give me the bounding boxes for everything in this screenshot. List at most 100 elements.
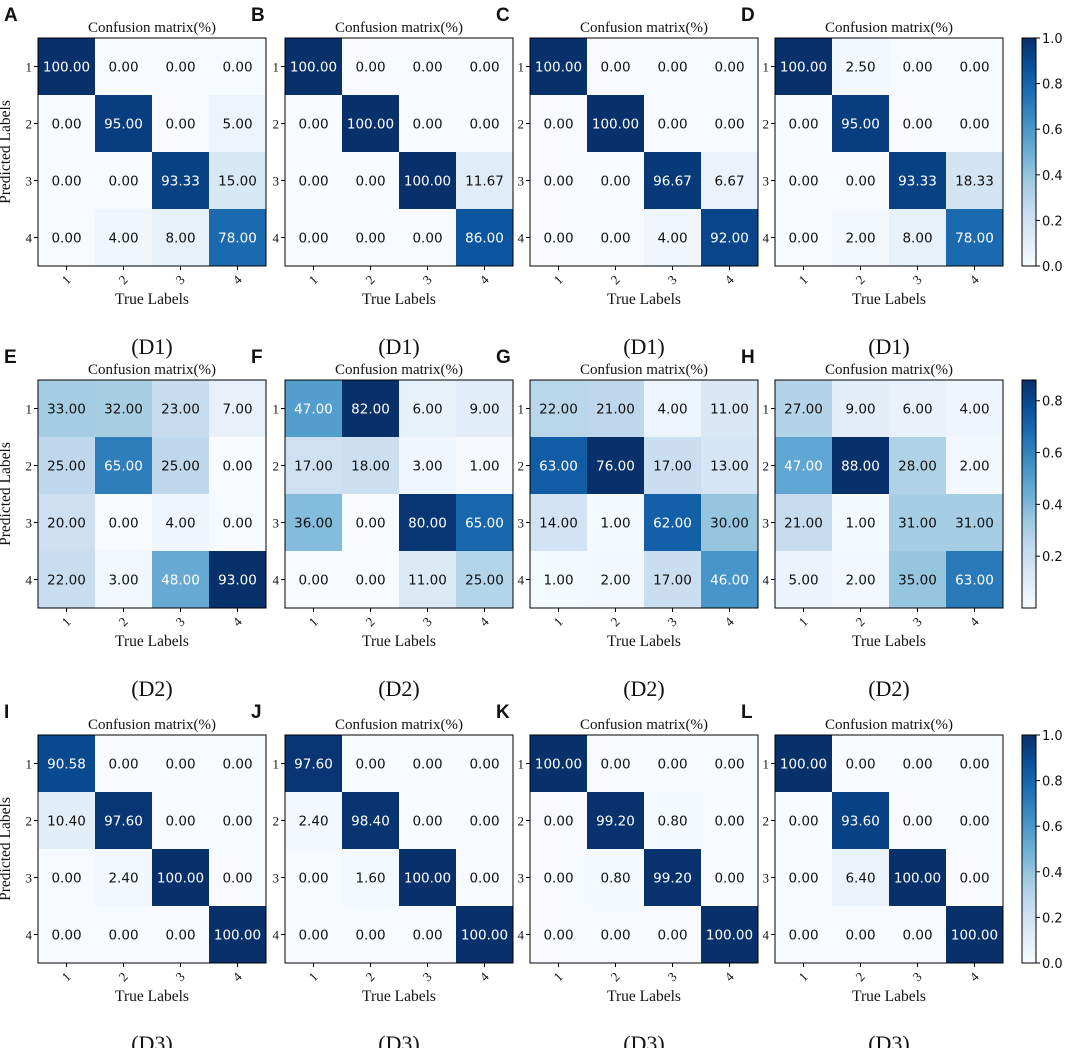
matrix-cell [946,551,1003,608]
cell-value-label: 17.00 [294,459,333,475]
cell-value-label: 0.00 [222,516,252,532]
matrix-cell [889,551,946,608]
matrix-cell [38,380,95,437]
cell-value-label: 0.00 [845,928,875,944]
colorbar-tick-label: 0.2 [1042,214,1063,229]
matrix-cell [399,380,456,437]
matrix-cell [832,849,889,906]
matrix-cell [38,906,95,963]
x-tick-label: 2 [608,969,623,984]
x-axis-label: True Labels [852,988,926,1005]
colorbar-tick-label: 0.6 [1042,820,1063,835]
y-tick-label: 1 [26,60,33,75]
y-tick-label: 1 [518,402,525,417]
x-tick-label: 4 [230,272,246,288]
matrix-cell [644,849,701,906]
matrix-cell [342,551,399,608]
cell-value-label: 0.00 [469,117,499,133]
matrix-cell [530,735,587,792]
y-tick-label: 1 [763,757,770,772]
cell-value-label: 31.00 [898,516,937,532]
matrix-cell [701,494,758,551]
matrix-cell [889,792,946,849]
panels-layer: A Confusion matrix(%) 100.00 0.00 0.00 0.00 0.… [0,5,1063,1048]
matrix-title: Confusion matrix(%) [580,717,708,733]
cell-value-label: 0.00 [355,60,385,76]
matrix-cell [775,38,832,95]
cell-value-label: 0.00 [222,459,252,475]
cell-value-label: 0.00 [714,117,744,133]
cell-value-label: 25.00 [47,459,86,475]
cell-value-label: 93.00 [218,573,257,589]
y-tick-label: 4 [763,928,770,943]
cell-value-label: 4.00 [657,402,687,418]
matrix-cell [530,494,587,551]
panel-letter-k: K [496,702,510,723]
cell-value-label: 100.00 [404,871,451,887]
cell-value-label: 0.00 [355,516,385,532]
cell-value-label: 0.00 [51,871,81,887]
y-tick-label: 3 [273,871,280,886]
cell-value-label: 0.00 [108,928,138,944]
cell-value-label: 0.00 [600,174,630,190]
matrix-cell [530,38,587,95]
x-tick-label: 4 [477,969,493,985]
cell-value-label: 33.00 [47,402,86,418]
cell-value-label: 100.00 [706,928,753,944]
y-axis-label: Predicted Labels [0,442,14,546]
panel-letter-c: C [496,5,510,26]
cell-value-label: 32.00 [104,402,143,418]
matrix-cell [644,209,701,266]
matrix-cell [456,380,513,437]
matrix-cell [285,380,342,437]
colorbar-tick-label: 0.0 [1042,957,1063,972]
matrix-cell [38,38,95,95]
x-tick-label: 3 [173,969,188,984]
y-tick-label: 2 [273,459,280,474]
cell-value-label: 2.00 [845,573,875,589]
cell-value-label: 100.00 [461,928,508,944]
matrix-cell [587,95,644,152]
cell-value-label: 0.00 [788,231,818,247]
cell-value-label: 21.00 [596,402,635,418]
cell-value-label: 0.00 [714,814,744,830]
matrix-title: Confusion matrix(%) [88,362,216,378]
y-tick-label: 3 [763,516,770,531]
cell-value-label: 0.00 [600,928,630,944]
y-tick-label: 3 [518,516,525,531]
y-tick-label: 2 [763,814,770,829]
matrix-cell [889,437,946,494]
x-tick-label: 1 [551,614,566,629]
cell-value-label: 0.00 [51,928,81,944]
cell-value-label: 0.00 [959,757,989,773]
cell-value-label: 4.00 [108,231,138,247]
matrix-cell [832,735,889,792]
x-tick-label: 2 [853,614,868,629]
matrix-cell [399,792,456,849]
cell-value-label: 2.00 [600,573,630,589]
cell-value-label: 0.00 [543,117,573,133]
cell-value-label: 100.00 [347,117,394,133]
cell-value-label: 0.00 [108,516,138,532]
panel-letter-h: H [741,347,755,368]
matrix-cell [889,38,946,95]
cell-value-label: 0.00 [714,60,744,76]
x-tick-label: 2 [116,614,131,629]
matrix-cell [209,735,266,792]
cell-value-label: 82.00 [351,402,390,418]
colorbar-h: 0.2 0.4 0.6 0.8 [1021,379,1063,609]
cell-value-label: 47.00 [294,402,333,418]
dataset-label: (D1) [623,334,665,359]
y-tick-label: 1 [26,402,33,417]
cell-value-label: 0.00 [355,573,385,589]
y-tick-label: 3 [273,516,280,531]
matrix-cell [95,792,152,849]
matrix-cell [152,906,209,963]
panel-h: H Confusion matrix(%) 27.00 9.00 6.00 4.00 47.… [741,347,1004,701]
y-tick-label: 4 [518,573,525,588]
y-tick-label: 1 [763,60,770,75]
cell-value-label: 48.00 [161,573,200,589]
panel-letter-l: L [741,702,753,723]
cell-value-label: 0.00 [714,871,744,887]
matrix-cell [209,494,266,551]
